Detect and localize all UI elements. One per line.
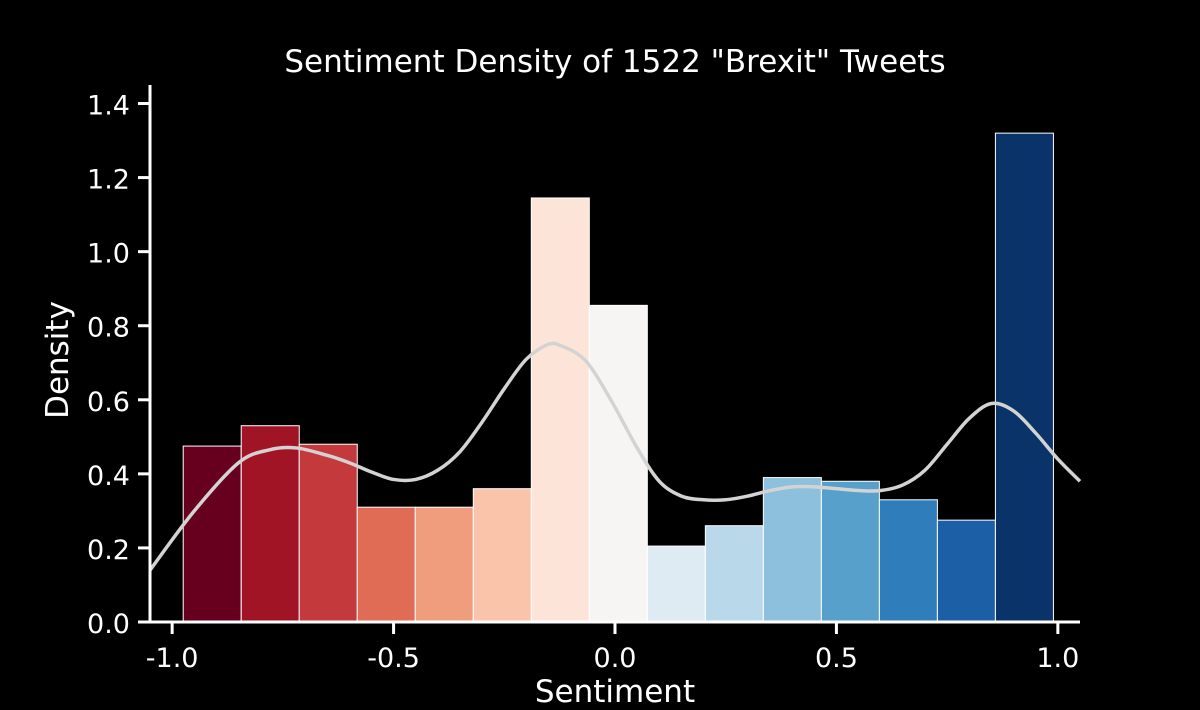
histogram-bar-3 [356,506,416,623]
y-tick-label-4: 0.8 [87,313,130,344]
y-tick-label-7: 1.4 [87,91,130,122]
y-tick-label-1: 0.2 [87,535,130,566]
histogram-bar-8 [646,545,706,623]
histogram-bar-2 [298,443,358,623]
y-tick-label-5: 1.0 [87,239,130,270]
histogram-bar-0 [182,445,242,623]
histogram-bar-5 [472,488,532,623]
x-tick-label-0: -1.0 [146,643,199,674]
y-tick-label-2: 0.4 [87,461,130,492]
histogram-bar-12 [878,499,938,623]
histogram-bar-10 [762,477,822,623]
histogram-bars [182,132,1054,623]
histogram-bar-14 [994,132,1054,623]
histogram-bar-13 [936,519,996,623]
x-tick-label-2: 0.0 [594,643,637,674]
histogram-bar-11 [820,480,880,623]
y-tick-label-6: 1.2 [87,165,130,196]
histogram-bar-1 [240,425,300,623]
histogram-bar-9 [704,525,764,623]
histogram-bar-7 [588,304,648,623]
y-tick-label-3: 0.6 [87,387,130,418]
x-tick-label-4: 1.0 [1036,643,1079,674]
x-tick-label-3: 0.5 [815,643,858,674]
histogram-bar-6 [530,197,590,623]
y-tick-label-0: 0.0 [87,609,130,640]
histogram-bar-4 [414,506,474,623]
x-axis-label: Sentiment [534,674,696,710]
axis-ticks: 0.0 0.2 0.4 0.6 0.8 1.0 1.2 1.4 -1.0 -0.5 0.0 0.5 1.… [87,91,1079,674]
y-axis-label: Density [40,301,76,419]
x-tick-label-1: -0.5 [367,643,420,674]
kde-curve [148,341,1082,572]
chart-title: Sentiment Density of 1522 "Brexit" Tweet… [284,44,946,80]
